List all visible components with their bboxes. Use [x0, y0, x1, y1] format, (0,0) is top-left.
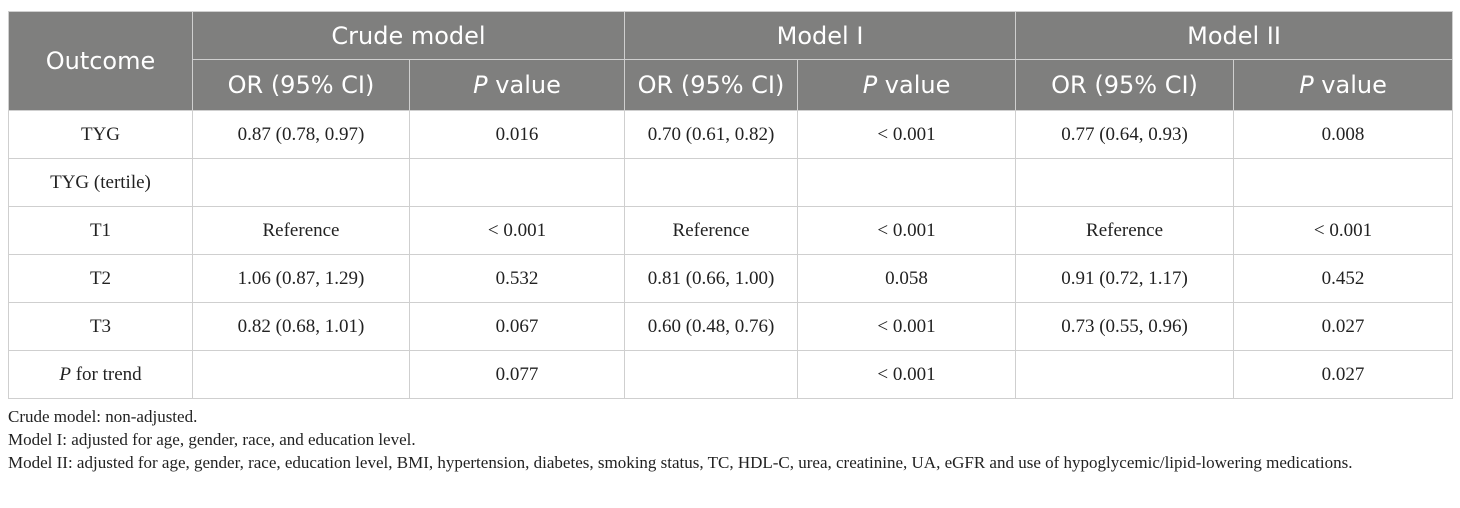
footnote: Model I: adjusted for age, gender, race,… [8, 430, 416, 449]
table-cell: 0.73 (0.55, 0.96) [1015, 302, 1235, 351]
row-label: P for trend [8, 350, 193, 399]
table-cell [1015, 350, 1235, 399]
table-cell: 0.91 (0.72, 1.17) [1015, 254, 1235, 303]
header-or: OR (95% CI) [1015, 59, 1235, 111]
header-outcome: Outcome [8, 11, 193, 111]
table-cell: < 0.001 [797, 110, 1017, 159]
row-label: T3 [8, 302, 193, 351]
footnote: Crude model: non-adjusted. [8, 407, 198, 426]
table-cell [192, 158, 410, 207]
table-row: T1 Reference < 0.001 Reference < 0.001 R… [8, 206, 1454, 255]
table-cell: 0.058 [797, 254, 1017, 303]
table-footnotes: Crude model: non-adjusted. Model I: adju… [8, 405, 1452, 474]
table-row: TYG (tertile) [8, 158, 1454, 207]
table-cell: Reference [1015, 206, 1235, 255]
table-cell: 0.87 (0.78, 0.97) [192, 110, 410, 159]
footnote: Model II: adjusted for age, gender, race… [8, 453, 1353, 472]
header-model-ii: Model II [1015, 11, 1454, 60]
table-cell: < 0.001 [408, 206, 626, 255]
table-cell: < 0.001 [797, 206, 1017, 255]
table-cell: 0.016 [408, 110, 626, 159]
table-cell [1015, 158, 1235, 207]
table-cell [192, 350, 410, 399]
results-table: Outcome Crude model Model I Model II OR … [8, 11, 1454, 399]
table-cell: 0.60 (0.48, 0.76) [624, 302, 799, 351]
header-or: OR (95% CI) [624, 59, 799, 111]
header-or: OR (95% CI) [192, 59, 410, 111]
table-row: TYG 0.87 (0.78, 0.97) 0.016 0.70 (0.61, … [8, 110, 1454, 159]
table-row: T2 1.06 (0.87, 1.29) 0.532 0.81 (0.66, 1… [8, 254, 1454, 303]
row-label: T1 [8, 206, 193, 255]
row-label: T2 [8, 254, 193, 303]
table-cell [624, 158, 799, 207]
table-cell: 0.532 [408, 254, 626, 303]
table-cell: < 0.001 [1233, 206, 1454, 255]
table-cell: 0.067 [408, 302, 626, 351]
table-cell: Reference [192, 206, 410, 255]
table-cell: 0.452 [1233, 254, 1454, 303]
table-cell: 0.008 [1233, 110, 1454, 159]
table-cell: < 0.001 [797, 350, 1017, 399]
table-cell: Reference [624, 206, 799, 255]
header-crude-model: Crude model [191, 11, 626, 60]
table-cell: 0.027 [1233, 302, 1454, 351]
table-cell: 0.077 [408, 350, 626, 399]
table-cell: 0.77 (0.64, 0.93) [1015, 110, 1235, 159]
header-p-value: P value [1233, 59, 1454, 111]
header-p-value: P value [797, 59, 1017, 111]
table-cell [624, 350, 799, 399]
table-row: P for trend 0.077 < 0.001 0.027 [8, 350, 1454, 399]
table-cell: 0.81 (0.66, 1.00) [624, 254, 799, 303]
header-model-i: Model I [624, 11, 1017, 60]
table-cell [797, 158, 1017, 207]
row-label: TYG [8, 110, 193, 159]
table-cell [408, 158, 626, 207]
row-label: TYG (tertile) [8, 158, 193, 207]
table-cell: 0.027 [1233, 350, 1454, 399]
header-p-value: P value [408, 59, 626, 111]
table-cell: 1.06 (0.87, 1.29) [192, 254, 410, 303]
table-cell: 0.82 (0.68, 1.01) [192, 302, 410, 351]
table-cell [1233, 158, 1454, 207]
results-table-container: Outcome Crude model Model I Model II OR … [8, 11, 1454, 399]
table-row: T3 0.82 (0.68, 1.01) 0.067 0.60 (0.48, 0… [8, 302, 1454, 351]
table-cell: < 0.001 [797, 302, 1017, 351]
table-cell: 0.70 (0.61, 0.82) [624, 110, 799, 159]
